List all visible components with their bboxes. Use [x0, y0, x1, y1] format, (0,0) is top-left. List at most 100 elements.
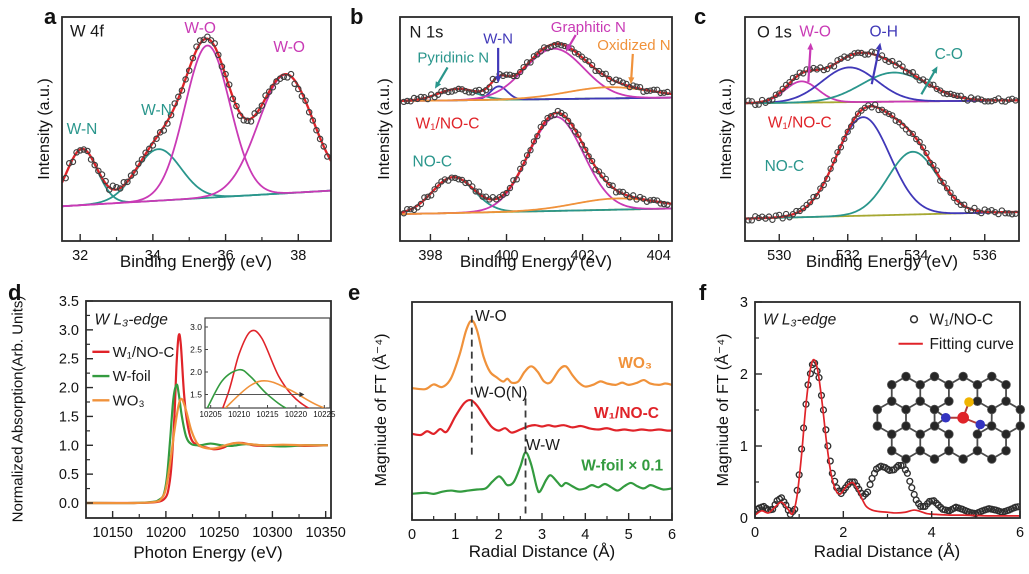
- x-tick-label: 10350: [306, 525, 346, 541]
- x-tick-label: 6: [668, 527, 676, 543]
- x-tick-label: 2: [839, 525, 847, 541]
- data-markers: [400, 107, 671, 217]
- annotation: Oxidized N: [597, 37, 670, 54]
- x-axis-title-c: Binding Energy (eV): [805, 252, 959, 271]
- y-tick-label: 3.0: [59, 323, 79, 339]
- x-axis-title-f: Radial Distance (Å): [813, 542, 961, 561]
- atom-C: [958, 371, 968, 382]
- panel-letter-f: f: [699, 280, 707, 305]
- atom-N: [975, 419, 986, 430]
- x-tick-label: 534: [904, 248, 928, 264]
- panel-letter-c: c: [694, 4, 707, 29]
- inset-y-tick: 2.5: [190, 345, 202, 355]
- annotation: W-O: [799, 24, 831, 41]
- annotation: W L₃-edge: [95, 311, 169, 328]
- atom-C: [944, 396, 954, 406]
- x-tick-label: 38: [290, 248, 306, 264]
- y-tick-label: 3: [740, 295, 748, 311]
- atom-C: [1015, 421, 1026, 431]
- panel-c-plot: 530 532 534 536 O 1s W-O O-H C-O W₁/NO-C NO-C: [744, 16, 1020, 264]
- x-tick-label: 36: [218, 248, 234, 264]
- atom-C: [872, 404, 883, 415]
- panel-letter-e: e: [348, 280, 361, 305]
- component-W-N: [62, 148, 331, 203]
- component-Oxidized N: [400, 197, 672, 216]
- structure-model: [872, 371, 1026, 464]
- x-tick-label: 2: [495, 527, 503, 543]
- data-markers: [755, 359, 1020, 518]
- atom-C: [901, 421, 911, 431]
- atom-C: [944, 446, 954, 456]
- x-axis-title-b: Binding Energy (eV): [459, 252, 613, 271]
- atom-C: [929, 404, 940, 415]
- x-tick-label: 34: [145, 248, 161, 264]
- annotation: W₁/NO-C: [416, 115, 480, 132]
- annotation: C-O: [935, 46, 963, 63]
- atom-C: [958, 454, 968, 464]
- inset-x-tick: 10225: [313, 410, 336, 419]
- plot-frame: [399, 16, 673, 242]
- annotation: NO-C: [413, 153, 453, 170]
- inset-y-tick: 3.0: [190, 322, 202, 332]
- curve-Fitting curve: [755, 358, 1020, 517]
- curve-W-foil × 0.1: [412, 451, 672, 495]
- x-axis-title-a: Binding Energy (eV): [119, 252, 273, 271]
- curve-WO₃: [412, 319, 672, 391]
- atom-C: [915, 396, 925, 406]
- atom-C: [1001, 380, 1011, 390]
- component-Oxidized N: [400, 86, 672, 102]
- panel-letter-a: a: [44, 4, 57, 29]
- curve-W₁/NO-C: [412, 398, 672, 437]
- atom-C: [1001, 429, 1011, 439]
- atom-W: [957, 411, 969, 424]
- inset-y-tick: 1.5: [190, 390, 202, 400]
- annotation: WO₃: [113, 392, 145, 409]
- panel-e-plot: 0 1 2 3 4 5 6 W-O W-O(N) W-W WO₃ W₁/NO-C W-foil × 0.…: [408, 301, 676, 543]
- annotation: W-foil: [113, 368, 151, 385]
- x-tick-label: 0: [408, 527, 416, 543]
- annotation: W-foil × 0.1: [581, 458, 663, 475]
- annotation: W-N: [483, 30, 513, 47]
- x-tick-label: 4: [928, 525, 936, 541]
- inset-x-tick: 10215: [256, 410, 279, 419]
- annotation: W-O(N): [474, 384, 527, 401]
- atom-C: [986, 421, 997, 431]
- y-tick-label: 1.5: [59, 409, 79, 425]
- y-tick-label: 0.0: [59, 496, 79, 512]
- legend-marker-sample: [909, 315, 919, 324]
- atom-C: [872, 421, 883, 431]
- atom-C: [987, 371, 997, 382]
- x-tick-label: 3: [538, 527, 546, 543]
- annotation: W-N: [141, 102, 172, 119]
- x-tick-label: 10300: [252, 525, 292, 541]
- x-tick-label: 10250: [199, 525, 239, 541]
- annotation: Pyridinic N: [417, 49, 489, 66]
- x-tick-label: 398: [418, 248, 442, 264]
- x-tick-label: 6: [1016, 525, 1024, 541]
- annotation: N 1s: [410, 24, 444, 42]
- annotation: NO-C: [765, 158, 805, 175]
- atom-C: [915, 380, 925, 390]
- y-tick-label: 1.0: [59, 438, 79, 454]
- x-tick-label: 0: [751, 525, 759, 541]
- panel-letter-b: b: [350, 4, 364, 29]
- x-tick-label: 4: [581, 527, 589, 543]
- y-axis-title-d: Normalized Absorption(Arb. Units): [9, 295, 27, 523]
- atom-C: [929, 421, 940, 431]
- x-tick-label: 532: [836, 248, 860, 264]
- annotation: O-H: [870, 24, 898, 41]
- atom-C: [901, 404, 911, 415]
- plot-frame: [85, 300, 332, 519]
- atom-C: [944, 429, 954, 439]
- data-markers: [62, 33, 331, 193]
- envelope: [62, 37, 331, 191]
- inset-x-tick: 10205: [200, 410, 223, 419]
- x-tick-label: 400: [494, 248, 518, 264]
- atom-O: [964, 397, 974, 407]
- atom-C: [887, 380, 897, 390]
- x-axis-title-d: Photon Energy (eV): [133, 543, 283, 562]
- annotation: Fitting curve: [929, 336, 1013, 353]
- inset-plot: [206, 329, 327, 408]
- atom-N: [940, 412, 951, 423]
